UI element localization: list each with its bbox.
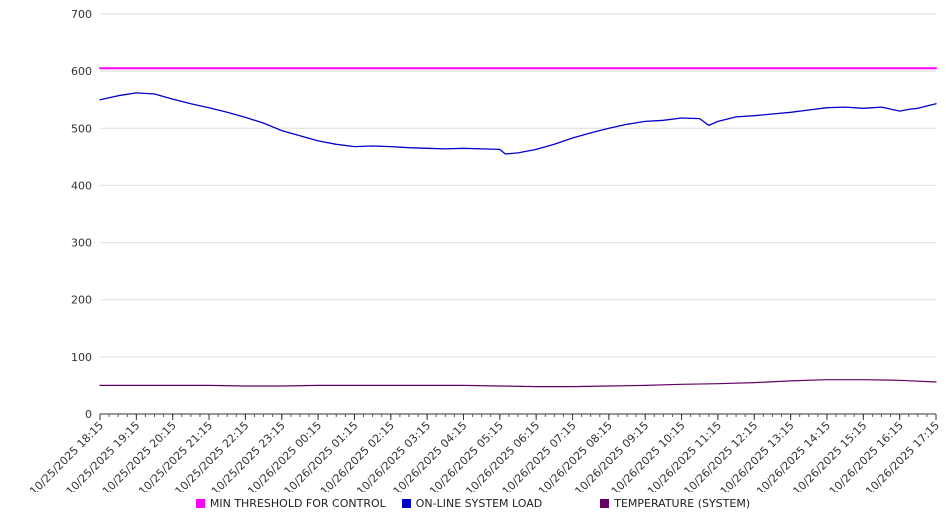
- y-tick-label: 500: [71, 122, 92, 135]
- y-tick-label: 700: [71, 8, 92, 21]
- legend-label-min-threshold: MIN THRESHOLD FOR CONTROL: [209, 496, 386, 510]
- series-line-1: [99, 92, 937, 155]
- legend-swatch-min-threshold: [195, 498, 205, 508]
- y-tick-label: 0: [85, 408, 92, 421]
- chart-legend: MIN THRESHOLD FOR CONTROL ON-LINE SYSTEM…: [0, 486, 946, 520]
- x-tick-label: 10/25/2025 18:15: [27, 419, 106, 492]
- legend-swatch-temperature: [600, 498, 610, 508]
- legend-item-min-threshold[interactable]: MIN THRESHOLD FOR CONTROL: [195, 496, 386, 510]
- y-tick-label: 200: [71, 294, 92, 307]
- y-tick-label: 100: [71, 351, 92, 364]
- legend-item-temperature[interactable]: TEMPERATURE (SYSTEM): [600, 497, 750, 510]
- y-tick-label: 400: [71, 179, 92, 192]
- y-tick-label: 600: [71, 65, 92, 78]
- legend-item-system-load[interactable]: ON-LINE SYSTEM LOAD: [401, 496, 543, 510]
- series-line-2: [99, 379, 937, 388]
- y-tick-label: 300: [71, 237, 92, 250]
- legend-label-system-load: ON-LINE SYSTEM LOAD: [415, 496, 543, 510]
- legend-swatch-system-load: [401, 498, 411, 508]
- legend-label-temperature: TEMPERATURE (SYSTEM): [614, 496, 751, 510]
